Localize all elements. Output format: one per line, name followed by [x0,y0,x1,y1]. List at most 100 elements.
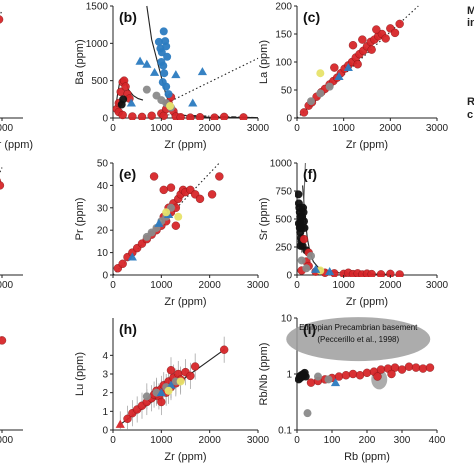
legend-fragment-line: R [467,96,474,108]
data-point [390,28,400,38]
chart-panel: 0 1000 2000 3000 0 10 20 30 40 50 Zr (ppm) Pr (ppm)… [74,159,270,309]
panel-label: (f) [303,166,317,182]
data-point [0,15,4,24]
y-tick-label: 4 [102,351,108,362]
y-tick-label: 750 [275,187,292,198]
x-tick-label: 0 [110,123,116,134]
x-tick-label: 0 [110,435,116,446]
data-point [330,63,339,72]
region-label: (Peccerillo et al., 1998) [317,335,399,344]
data-point-triangle [197,67,208,76]
data-point [219,112,229,120]
x-tick-label: 3000 [247,435,270,446]
data-point [149,172,159,181]
x-axis-label: Zr (ppm) [164,139,206,151]
data-point [171,221,181,230]
y-axis-label: Ba (ppm) [74,39,86,84]
data-point [154,37,163,46]
data-point [147,111,156,120]
model-curve [302,185,391,275]
data-point [381,34,390,43]
x-tick-label: 100 [324,435,341,446]
data-point-triangle [142,59,152,68]
data-point [299,108,309,117]
x-tick-label: 0 [294,123,300,134]
data-point [162,208,171,217]
plot-area [296,5,419,119]
data-point [176,113,185,120]
y-tick-label: 2 [102,388,108,399]
data-point [386,269,395,277]
data-point-triangle [334,71,344,81]
data-point [164,90,173,99]
data-point [162,42,171,51]
x-tick-label: 0 [294,280,300,291]
data-point [176,377,185,386]
x-tick-label: 1000 [333,123,356,134]
data-point [314,372,322,381]
data-point-triangle [115,419,125,428]
x-tick-label: 2000 [0,123,14,134]
data-point [303,409,312,418]
data-point [163,52,172,61]
x-tick-label: 300 [394,435,411,446]
x-tick-label: 3000 [426,280,449,291]
data-point [123,414,132,423]
chart-panel: 2000 [0,336,23,446]
data-point [207,190,217,199]
plot-area [112,5,259,120]
chart-panel: 0 1000 2000 3000 0 500 1000 1500 Zr (ppm) Ba (ppm… [74,2,270,152]
y-tick-label: 50 [281,86,293,97]
y-tick-label: 1 [102,407,108,418]
data-point [316,89,325,98]
data-point [186,113,195,120]
x-tick-label: 2000 [199,123,222,134]
plot-area [0,167,5,190]
panel-label: (b) [119,9,137,25]
x-tick-label: 1000 [333,280,356,291]
y-tick-label: 40 [97,181,109,192]
x-tick-label: 3000 [247,280,270,291]
data-point [325,82,334,91]
plot-area [0,10,4,24]
data-point [186,371,195,381]
x-tick-label: 1000 [150,123,173,134]
plot-area [295,362,435,418]
legend-fragment-line: M [467,5,474,17]
data-point [295,190,303,199]
data-point [166,102,175,111]
plot-area [0,336,7,345]
chart-panel: 2000 [0,167,23,291]
y-tick-label: 0 [286,271,292,282]
data-point-triangle [154,218,164,227]
data-point [341,371,351,380]
data-point [404,362,414,371]
data-point [119,95,128,104]
data-point [362,368,372,378]
data-point [302,264,311,273]
data-point [128,112,137,120]
data-point [372,25,381,34]
panel-label: (c) [303,9,320,25]
data-point [159,185,168,195]
data-point-triangle [171,70,181,79]
y-tick-label: 0 [286,114,292,125]
data-point [160,69,169,78]
data-point [142,85,151,94]
x-tick-label: 2000 [199,280,222,291]
y-tick-label: 1000 [270,159,293,170]
chart-panel: 0 1000 2000 3000 0 1 2 3 4 Zr (ppm) Lu (ppm) (h) [74,318,270,463]
x-tick-label: 2000 [379,280,402,291]
data-point [306,378,316,387]
plot-area [112,162,224,276]
y-tick-label: 0 [102,114,108,125]
data-point-triangle [188,98,198,107]
x-tick-label: 400 [429,435,446,446]
legend-fragment: M in R c [467,5,474,121]
y-tick-label: 0 [102,271,108,282]
x-tick-label: 2000 [379,123,402,134]
y-tick-label: 150 [275,30,292,41]
data-point [190,362,200,371]
data-point [376,365,386,374]
x-tick-label: 200 [359,435,376,446]
